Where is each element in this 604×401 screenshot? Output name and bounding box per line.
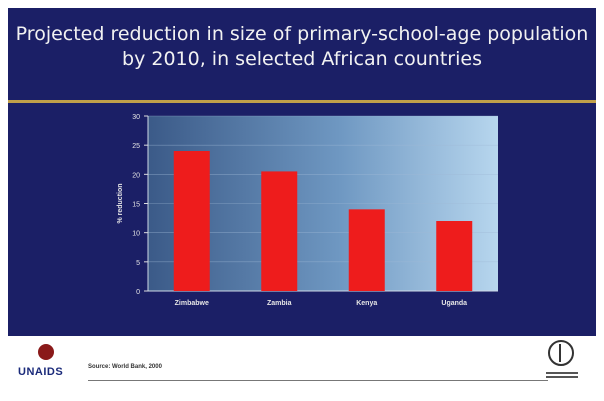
y-tick-label: 5 [136, 260, 140, 267]
footer: UNAIDS Source: World Bank, 2000 [8, 336, 596, 396]
x-tick-label: Uganda [441, 300, 467, 307]
bar [348, 209, 385, 291]
bar [436, 221, 473, 291]
footer-divider [88, 380, 548, 381]
y-tick-label: 10 [132, 231, 140, 238]
y-tick-label: 25 [132, 143, 140, 150]
who-staff-icon [559, 344, 561, 362]
y-tick-label: 0 [136, 289, 140, 296]
y-axis-label: % reduction [117, 183, 124, 223]
bar [261, 171, 298, 291]
unaids-wordmark: UNAIDS [18, 366, 64, 378]
who-logo [544, 340, 580, 394]
title-divider [8, 100, 596, 103]
who-wordmark [544, 370, 580, 380]
slide-title: Projected reduction in size of primary-s… [15, 23, 589, 70]
x-tick-label: Zimbabwe [175, 300, 209, 307]
x-tick-label: Kenya [356, 300, 377, 307]
y-tick-label: 30 [132, 114, 140, 121]
y-tick-label: 20 [132, 172, 140, 179]
y-tick-label: 15 [132, 202, 140, 209]
who-emblem-icon [548, 340, 574, 366]
unaids-logo: UNAIDS [18, 344, 74, 394]
bar [173, 151, 210, 291]
source-note: Source: World Bank, 2000 [88, 364, 162, 370]
x-tick-label: Zambia [267, 300, 292, 307]
unaids-emblem-icon [38, 344, 54, 360]
